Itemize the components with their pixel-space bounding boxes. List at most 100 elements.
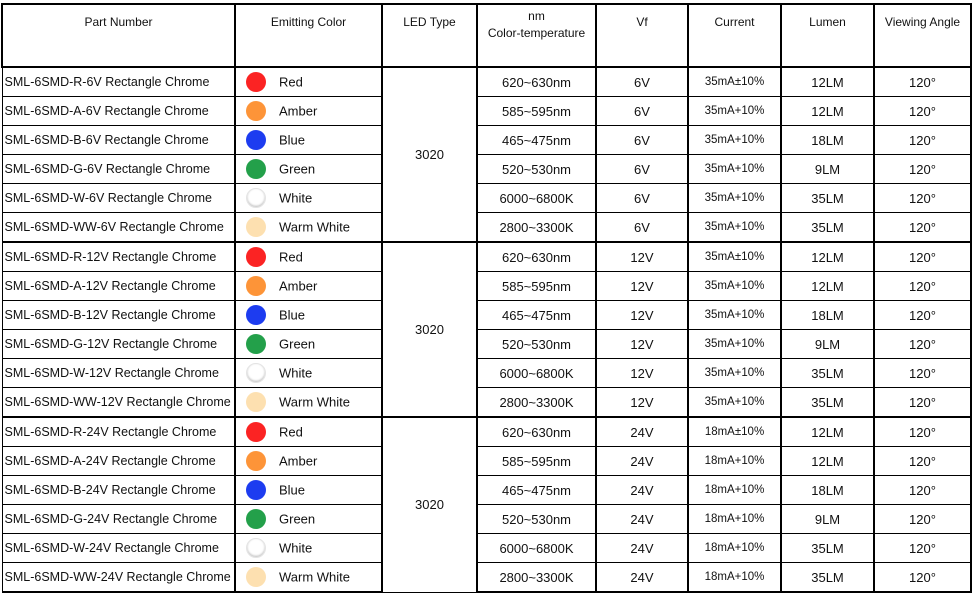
color-dot-icon (246, 480, 266, 500)
wavelength: 465~475nm (476, 125, 597, 155)
wavelength: 2800~3300K (476, 212, 597, 243)
wavelength: 2800~3300K (476, 387, 597, 418)
color-label: White (279, 190, 313, 206)
vf: 6V (595, 154, 689, 184)
current: 18mA+10% (687, 446, 782, 476)
lumen: 9LM (780, 154, 875, 184)
vf: 24V (595, 416, 689, 447)
emitting-color: Blue (234, 475, 383, 505)
lumen: 12LM (780, 96, 875, 126)
part-number: SML-6SMD-R-12V Rectangle Chrome (1, 241, 236, 272)
vf: 24V (595, 562, 689, 593)
table-row: SML-6SMD-A-6V Rectangle Chrome Amber 585~5… (1, 96, 972, 126)
table-row: SML-6SMD-G-24V Rectangle Chrome Green 520~… (1, 504, 972, 534)
color-dot-icon (246, 101, 266, 121)
part-number: SML-6SMD-W-6V Rectangle Chrome (1, 183, 236, 213)
vf: 24V (595, 475, 689, 505)
current: 18mA±10% (687, 416, 782, 447)
header-emitting-color: Emitting Color (234, 3, 383, 68)
wavelength: 585~595nm (476, 446, 597, 476)
viewing-angle: 120° (873, 504, 972, 534)
part-number: SML-6SMD-B-6V Rectangle Chrome (1, 125, 236, 155)
wavelength: 620~630nm (476, 241, 597, 272)
emitting-color: Green (234, 154, 383, 184)
lumen: 12LM (780, 271, 875, 301)
part-number: SML-6SMD-G-6V Rectangle Chrome (1, 154, 236, 184)
lumen: 35LM (780, 562, 875, 593)
emitting-color: Green (234, 329, 383, 359)
color-dot-icon (246, 567, 266, 587)
part-number: SML-6SMD-W-24V Rectangle Chrome (1, 533, 236, 563)
emitting-color: Red (234, 66, 383, 97)
current: 35mA+10% (687, 183, 782, 213)
part-number: SML-6SMD-A-12V Rectangle Chrome (1, 271, 236, 301)
lumen: 12LM (780, 416, 875, 447)
current: 35mA+10% (687, 271, 782, 301)
color-label: Green (279, 161, 316, 177)
current: 35mA+10% (687, 300, 782, 330)
header-led-type: LED Type (381, 3, 478, 68)
lumen: 35LM (780, 212, 875, 243)
part-number: SML-6SMD-WW-24V Rectangle Chrome (1, 562, 236, 593)
vf: 24V (595, 504, 689, 534)
led-type: 3020 (381, 66, 478, 243)
header-row: Part Number Emitting Color LED Type nm Co… (1, 3, 972, 68)
current: 35mA+10% (687, 212, 782, 243)
lumen: 12LM (780, 66, 875, 97)
vf: 12V (595, 387, 689, 418)
color-dot-icon (246, 363, 266, 383)
emitting-color: White (234, 358, 383, 388)
vf: 6V (595, 183, 689, 213)
emitting-color: Blue (234, 300, 383, 330)
viewing-angle: 120° (873, 300, 972, 330)
part-number: SML-6SMD-WW-6V Rectangle Chrome (1, 212, 236, 243)
color-label: Green (279, 336, 316, 352)
viewing-angle: 120° (873, 125, 972, 155)
current: 35mA±10% (687, 66, 782, 97)
color-label: Amber (279, 453, 318, 469)
header-part-number: Part Number (1, 3, 236, 68)
vf: 12V (595, 329, 689, 359)
color-dot-icon (246, 305, 266, 325)
viewing-angle: 120° (873, 533, 972, 563)
wavelength: 620~630nm (476, 66, 597, 97)
header-viewing-angle: Viewing Angle (873, 3, 972, 68)
color-label: Red (279, 424, 303, 440)
viewing-angle: 120° (873, 416, 972, 447)
table-row: SML-6SMD-B-6V Rectangle Chrome Blue 465~47… (1, 125, 972, 155)
viewing-angle: 120° (873, 446, 972, 476)
vf: 12V (595, 358, 689, 388)
lumen: 9LM (780, 504, 875, 534)
table-row: SML-6SMD-R-12V Rectangle Chrome Red 3020 62… (1, 241, 972, 418)
led-type: 3020 (381, 241, 478, 418)
vf: 12V (595, 300, 689, 330)
current: 35mA+10% (687, 154, 782, 184)
color-dot-icon (246, 72, 266, 92)
vf: 12V (595, 271, 689, 301)
table-row: SML-6SMD-W-12V Rectangle Chrome White 6000… (1, 358, 972, 388)
viewing-angle: 120° (873, 183, 972, 213)
vf: 12V (595, 241, 689, 272)
viewing-angle: 120° (873, 212, 972, 243)
color-dot-icon (246, 276, 266, 296)
emitting-color: Red (234, 241, 383, 272)
color-dot-icon (246, 334, 266, 354)
color-dot-icon (246, 130, 266, 150)
header-nm: nm (528, 9, 545, 23)
color-dot-icon (246, 159, 266, 179)
lumen: 12LM (780, 241, 875, 272)
current: 35mA+10% (687, 358, 782, 388)
emitting-color: Amber (234, 446, 383, 476)
current: 18mA+10% (687, 504, 782, 534)
vf: 24V (595, 533, 689, 563)
color-label: Warm White (279, 394, 351, 410)
viewing-angle: 120° (873, 96, 972, 126)
wavelength: 465~475nm (476, 475, 597, 505)
lumen: 9LM (780, 329, 875, 359)
lumen: 35LM (780, 533, 875, 563)
table-row: SML-6SMD-G-12V Rectangle Chrome Green 520~… (1, 329, 972, 359)
color-label: Red (279, 74, 303, 90)
table-row: SML-6SMD-W-24V Rectangle Chrome White 6000… (1, 533, 972, 563)
header-lumen: Lumen (780, 3, 875, 68)
table-row: SML-6SMD-G-6V Rectangle Chrome Green 520~5… (1, 154, 972, 184)
